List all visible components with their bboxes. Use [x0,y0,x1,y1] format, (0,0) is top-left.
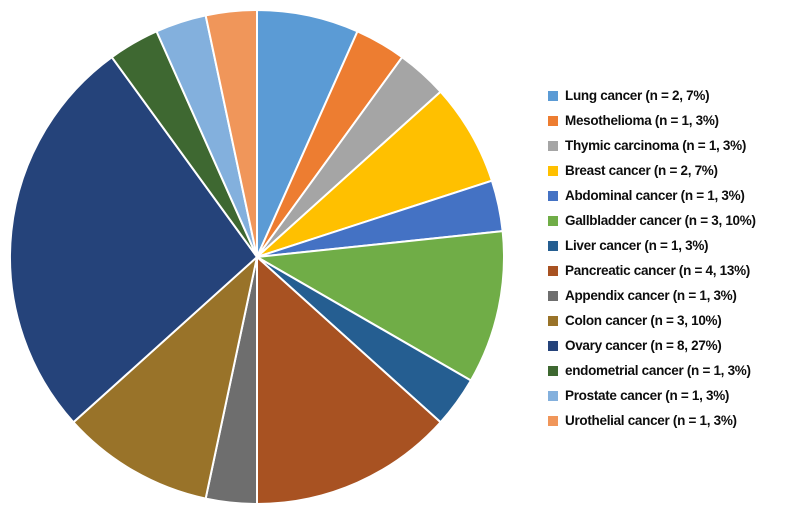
legend-swatch [548,415,558,426]
legend-swatch [548,315,558,326]
legend-item: Prostate cancer (n = 1, 3%) [548,383,756,408]
legend-item-label: Lung cancer (n = 2, 7%) [565,88,710,103]
legend-swatch [548,190,558,201]
legend-item: Thymic carcinoma (n = 1, 3%) [548,133,756,158]
legend-item-label: Breast cancer (n = 2, 7%) [565,163,718,178]
legend-swatch [548,365,558,376]
legend-item-label: Thymic carcinoma (n = 1, 3%) [565,138,747,153]
legend-swatch [548,290,558,301]
pie-slice-urothelial-cancer [204,9,258,258]
legend-item: Mesothelioma (n = 1, 3%) [548,108,756,133]
legend-item-label: Liver cancer (n = 1, 3%) [565,238,709,253]
legend-item: Pancreatic cancer (n = 4, 13%) [548,258,756,283]
legend-item-label: Urothelial cancer (n = 1, 3%) [565,413,737,428]
legend-swatch [548,265,558,276]
legend-item: Abdominal cancer (n = 1, 3%) [548,183,756,208]
legend-item-label: Prostate cancer (n = 1, 3%) [565,388,730,403]
pie-slice-pancreatic-cancer [256,256,442,505]
legend-swatch [548,215,558,226]
legend-swatch [548,115,558,126]
legend-item-label: Colon cancer (n = 3, 10%) [565,313,722,328]
legend: Lung cancer (n = 2, 7%) Mesothelioma (n =… [548,83,756,433]
legend-item-label: Ovary cancer (n = 8, 27%) [565,338,722,353]
pie-slice-gallbladder-cancer [256,230,506,382]
legend-item-label: Gallbladder cancer (n = 3, 10%) [565,213,756,228]
pie-chart [8,9,506,505]
legend-item: Appendix cancer (n = 1, 3%) [548,283,756,308]
pie-slice-ovary-cancer [8,56,258,424]
legend-item: Urothelial cancer (n = 1, 3%) [548,408,756,433]
legend-item: Breast cancer (n = 2, 7%) [548,158,756,183]
legend-item: endometrial cancer (n = 1, 3%) [548,358,756,383]
legend-item: Ovary cancer (n = 8, 27%) [548,333,756,358]
legend-item-label: endometrial cancer (n = 1, 3%) [565,363,751,378]
legend-item-label: Appendix cancer (n = 1, 3%) [565,288,737,303]
legend-item: Gallbladder cancer (n = 3, 10%) [548,208,756,233]
legend-item: Lung cancer (n = 2, 7%) [548,83,756,108]
legend-item: Colon cancer (n = 3, 10%) [548,308,756,333]
legend-item: Liver cancer (n = 1, 3%) [548,233,756,258]
legend-item-label: Mesothelioma (n = 1, 3%) [565,113,719,128]
legend-swatch [548,165,558,176]
legend-swatch [548,240,558,251]
pie-slice-colon-cancer [72,256,258,500]
legend-swatch [548,340,558,351]
legend-swatch [548,390,558,401]
legend-swatch [548,90,558,101]
legend-item-label: Pancreatic cancer (n = 4, 13%) [565,263,750,278]
legend-item-label: Abdominal cancer (n = 1, 3%) [565,188,745,203]
legend-swatch [548,140,558,151]
